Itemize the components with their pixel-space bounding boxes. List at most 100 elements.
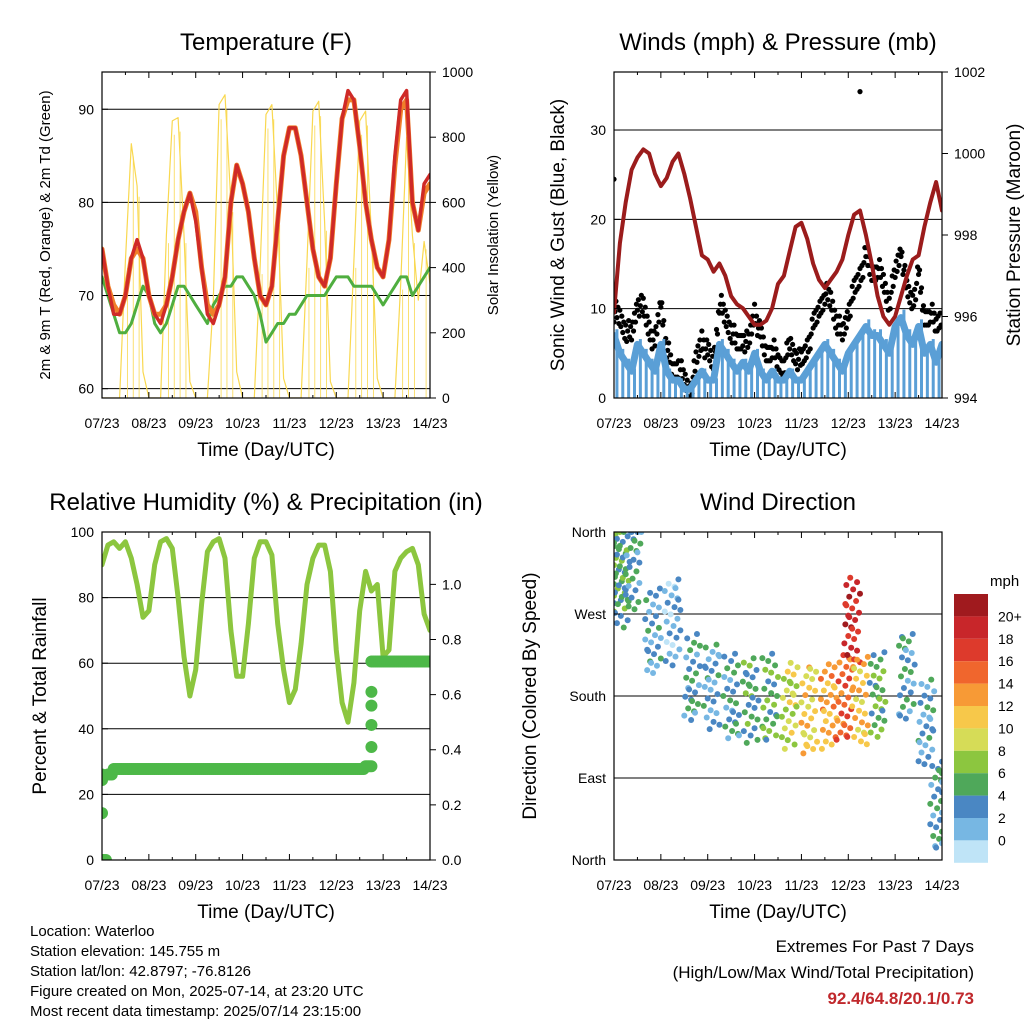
gust-point (841, 331, 847, 337)
gust-point (832, 307, 838, 313)
gust-point (749, 331, 755, 337)
gust-point (861, 259, 867, 266)
direction-point (646, 608, 653, 615)
y-axis-label: Percent & Total Rainfall (30, 597, 51, 794)
gust-point (849, 283, 855, 289)
extremes-title: Extremes For Past 7 Days (775, 937, 974, 956)
direction-point (702, 644, 709, 651)
direction-point (733, 720, 740, 727)
legend-label: 14 (998, 676, 1014, 692)
direction-point (670, 623, 677, 630)
gust-point (807, 346, 813, 352)
gust-point (665, 347, 671, 353)
direction-point (735, 711, 742, 718)
direction-point (843, 602, 850, 609)
direction-point (626, 563, 633, 570)
direction-point (625, 603, 632, 610)
y2-tick-label: 800 (442, 129, 466, 145)
gust-point (794, 367, 801, 373)
gust-point (740, 343, 746, 349)
direction-point (763, 716, 770, 723)
direction-point (696, 663, 703, 670)
x-tick-label: 07/23 (84, 877, 119, 893)
gust-point (836, 313, 843, 319)
direction-point (862, 691, 869, 698)
direction-point (924, 704, 931, 711)
gust-point (650, 337, 656, 343)
direction-point (734, 681, 740, 688)
direction-point (850, 684, 857, 691)
precip-point (365, 760, 378, 773)
direction-point (740, 728, 747, 735)
direction-point (939, 828, 942, 835)
direction-point (853, 696, 860, 703)
direction-point (765, 678, 772, 685)
gust-point (785, 352, 791, 358)
legend-label: 16 (998, 653, 1014, 669)
direction-point (857, 590, 863, 597)
direction-point (826, 710, 833, 717)
direction-point (723, 704, 730, 711)
direction-point (927, 715, 934, 722)
direction-point (838, 690, 845, 697)
gust-point (756, 317, 763, 324)
y2-tick-label: 0.8 (442, 631, 462, 647)
direction-point (746, 682, 753, 689)
direction-point (668, 592, 675, 599)
y2-tick-label: 994 (954, 390, 978, 406)
direction-point (759, 655, 766, 662)
direction-point (783, 687, 790, 694)
direction-point (624, 617, 631, 624)
direction-point (937, 816, 942, 823)
direction-point (855, 726, 862, 733)
direction-point (722, 723, 729, 730)
direction-point (692, 689, 699, 696)
direction-point (806, 684, 813, 691)
direction-point (669, 662, 676, 669)
x-tick-label: 10/23 (737, 877, 772, 893)
plot-content (102, 532, 430, 860)
gust-point (626, 317, 632, 324)
direction-point (632, 587, 639, 594)
plot-content (614, 532, 942, 860)
direction-point (669, 641, 676, 648)
direction-point (939, 840, 942, 847)
x-tick-label: 13/23 (878, 415, 913, 431)
gust-point (696, 353, 702, 359)
direction-point (881, 717, 888, 724)
x-tick-label: 14/23 (412, 415, 447, 431)
gust-point (652, 343, 658, 349)
direction-point (623, 552, 630, 559)
plot-area (102, 88, 430, 398)
gust-point (788, 335, 794, 342)
direction-point (939, 779, 942, 786)
gust-point (815, 304, 821, 310)
direction-point (833, 736, 840, 743)
direction-point (846, 593, 853, 600)
gust-point (867, 271, 873, 278)
y2-tick-label: 0 (442, 390, 450, 406)
gust-point (655, 312, 661, 318)
direction-point (799, 680, 806, 687)
gust-point (704, 337, 710, 343)
speed-legend: mph 20+ 18 16 14 12 10 8 6 4 2 0 (954, 573, 1022, 863)
gust-point (633, 301, 640, 307)
y2-tick-label: 0.4 (442, 742, 462, 758)
direction-point (804, 743, 811, 750)
direction-point (700, 702, 707, 709)
direction-point (855, 628, 862, 635)
gust-point (721, 319, 727, 325)
direction-point (823, 699, 830, 706)
direction-point (874, 733, 881, 740)
direction-point (687, 647, 694, 654)
direction-point (674, 615, 681, 622)
direction-point (921, 692, 928, 699)
direction-point (875, 714, 882, 721)
direction-point (652, 613, 659, 620)
direction-point (616, 542, 623, 549)
direction-point (870, 672, 877, 679)
x-tick-label: 07/23 (596, 877, 631, 893)
direction-point (663, 618, 670, 625)
direction-point (822, 738, 829, 745)
gust-point (820, 307, 826, 313)
